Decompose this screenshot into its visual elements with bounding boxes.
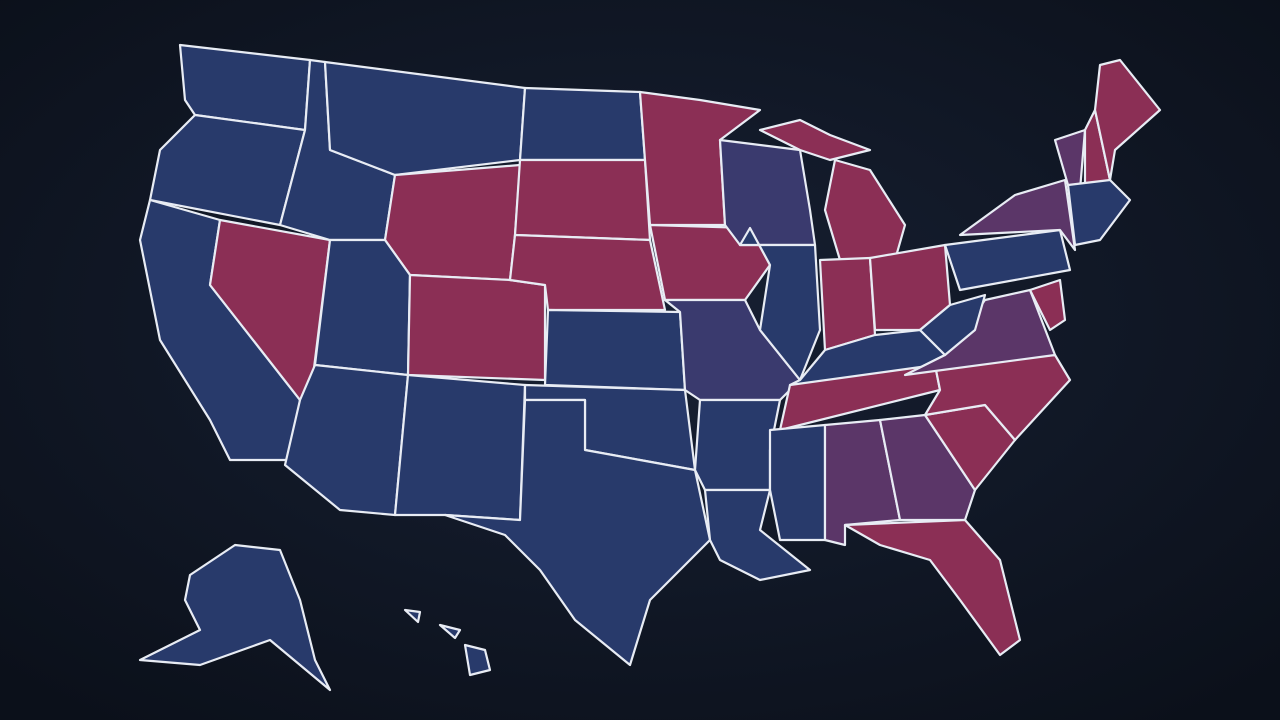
state bbox=[903, 288, 1057, 377]
state bbox=[718, 138, 817, 247]
state bbox=[768, 423, 827, 542]
state bbox=[443, 398, 712, 667]
state bbox=[138, 543, 332, 692]
state bbox=[1028, 278, 1067, 332]
state bbox=[958, 178, 1077, 252]
states bbox=[138, 43, 1162, 692]
state bbox=[383, 163, 522, 282]
state bbox=[148, 113, 307, 227]
state bbox=[918, 293, 987, 357]
state bbox=[403, 608, 422, 624]
state bbox=[1066, 178, 1132, 247]
state bbox=[943, 228, 1072, 292]
state bbox=[463, 643, 492, 677]
state bbox=[393, 373, 527, 522]
state bbox=[843, 518, 1022, 657]
state bbox=[738, 226, 822, 382]
state bbox=[923, 353, 1072, 442]
state bbox=[406, 273, 547, 382]
state bbox=[438, 623, 462, 640]
state bbox=[513, 158, 652, 242]
state bbox=[703, 488, 812, 582]
state bbox=[693, 398, 782, 492]
state bbox=[543, 308, 687, 392]
state bbox=[518, 86, 647, 162]
state bbox=[758, 118, 872, 162]
state bbox=[818, 256, 877, 352]
state bbox=[878, 413, 977, 522]
state bbox=[313, 238, 412, 377]
state bbox=[323, 60, 527, 177]
